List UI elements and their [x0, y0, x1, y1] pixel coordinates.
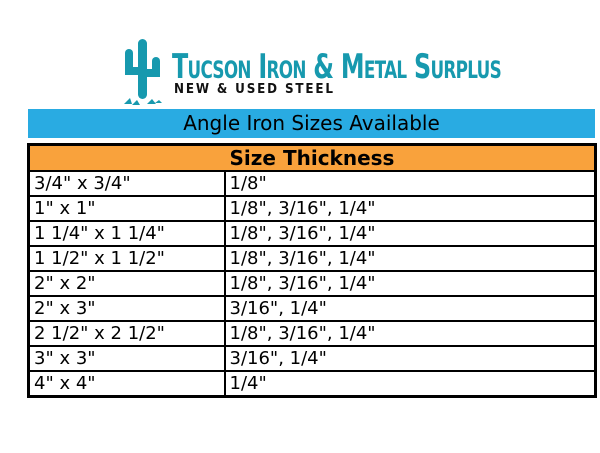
- table-row: 4" x 4" 1/4": [27, 370, 597, 398]
- size-cell: 2" x 2": [27, 270, 226, 297]
- company-tagline: NEW & USED STEEL: [174, 82, 335, 97]
- table-row: 1 1/2" x 1 1/2" 1/8", 3/16", 1/4": [27, 245, 597, 272]
- thickness-cell: 1/8": [223, 170, 597, 197]
- table-header-row: Size Thickness: [27, 143, 597, 172]
- table-row: 2 1/2" x 2 1/2" 1/8", 3/16", 1/4": [27, 320, 597, 347]
- size-cell: 1 1/4" x 1 1/4": [27, 220, 226, 247]
- thickness-cell: 1/8", 3/16", 1/4": [223, 270, 597, 297]
- table-row: 2" x 2" 1/8", 3/16", 1/4": [27, 270, 597, 297]
- thickness-cell: 3/16", 1/4": [223, 345, 597, 372]
- size-cell: 2 1/2" x 2 1/2": [27, 320, 226, 347]
- thickness-cell: 1/8", 3/16", 1/4": [223, 245, 597, 272]
- table-row: 1" x 1" 1/8", 3/16", 1/4": [27, 195, 597, 222]
- size-cell: 3/4" x 3/4": [27, 170, 226, 197]
- cactus-icon: [124, 39, 162, 105]
- angle-iron-sizes-table: Size Thickness 3/4" x 3/4" 1/8" 1" x 1" …: [27, 143, 597, 398]
- table-row: 3" x 3" 3/16", 1/4": [27, 345, 597, 372]
- size-cell: 2" x 3": [27, 295, 226, 322]
- size-cell: 4" x 4": [27, 370, 226, 398]
- table-header: Size Thickness: [27, 143, 597, 172]
- thickness-cell: 1/8", 3/16", 1/4": [223, 220, 597, 247]
- banner-title: Angle Iron Sizes Available: [28, 109, 595, 138]
- size-cell: 1" x 1": [27, 195, 226, 222]
- thickness-cell: 1/4": [223, 370, 597, 398]
- thickness-cell: 1/8", 3/16", 1/4": [223, 195, 597, 222]
- table-row: 1 1/4" x 1 1/4" 1/8", 3/16", 1/4": [27, 220, 597, 247]
- thickness-cell: 1/8", 3/16", 1/4": [223, 320, 597, 347]
- size-cell: 3" x 3": [27, 345, 226, 372]
- table-row: 3/4" x 3/4" 1/8": [27, 170, 597, 197]
- company-name: Tucson Iron & Metal Surplus: [172, 47, 502, 87]
- size-cell: 1 1/2" x 1 1/2": [27, 245, 226, 272]
- table-row: 2" x 3" 3/16", 1/4": [27, 295, 597, 322]
- thickness-cell: 3/16", 1/4": [223, 295, 597, 322]
